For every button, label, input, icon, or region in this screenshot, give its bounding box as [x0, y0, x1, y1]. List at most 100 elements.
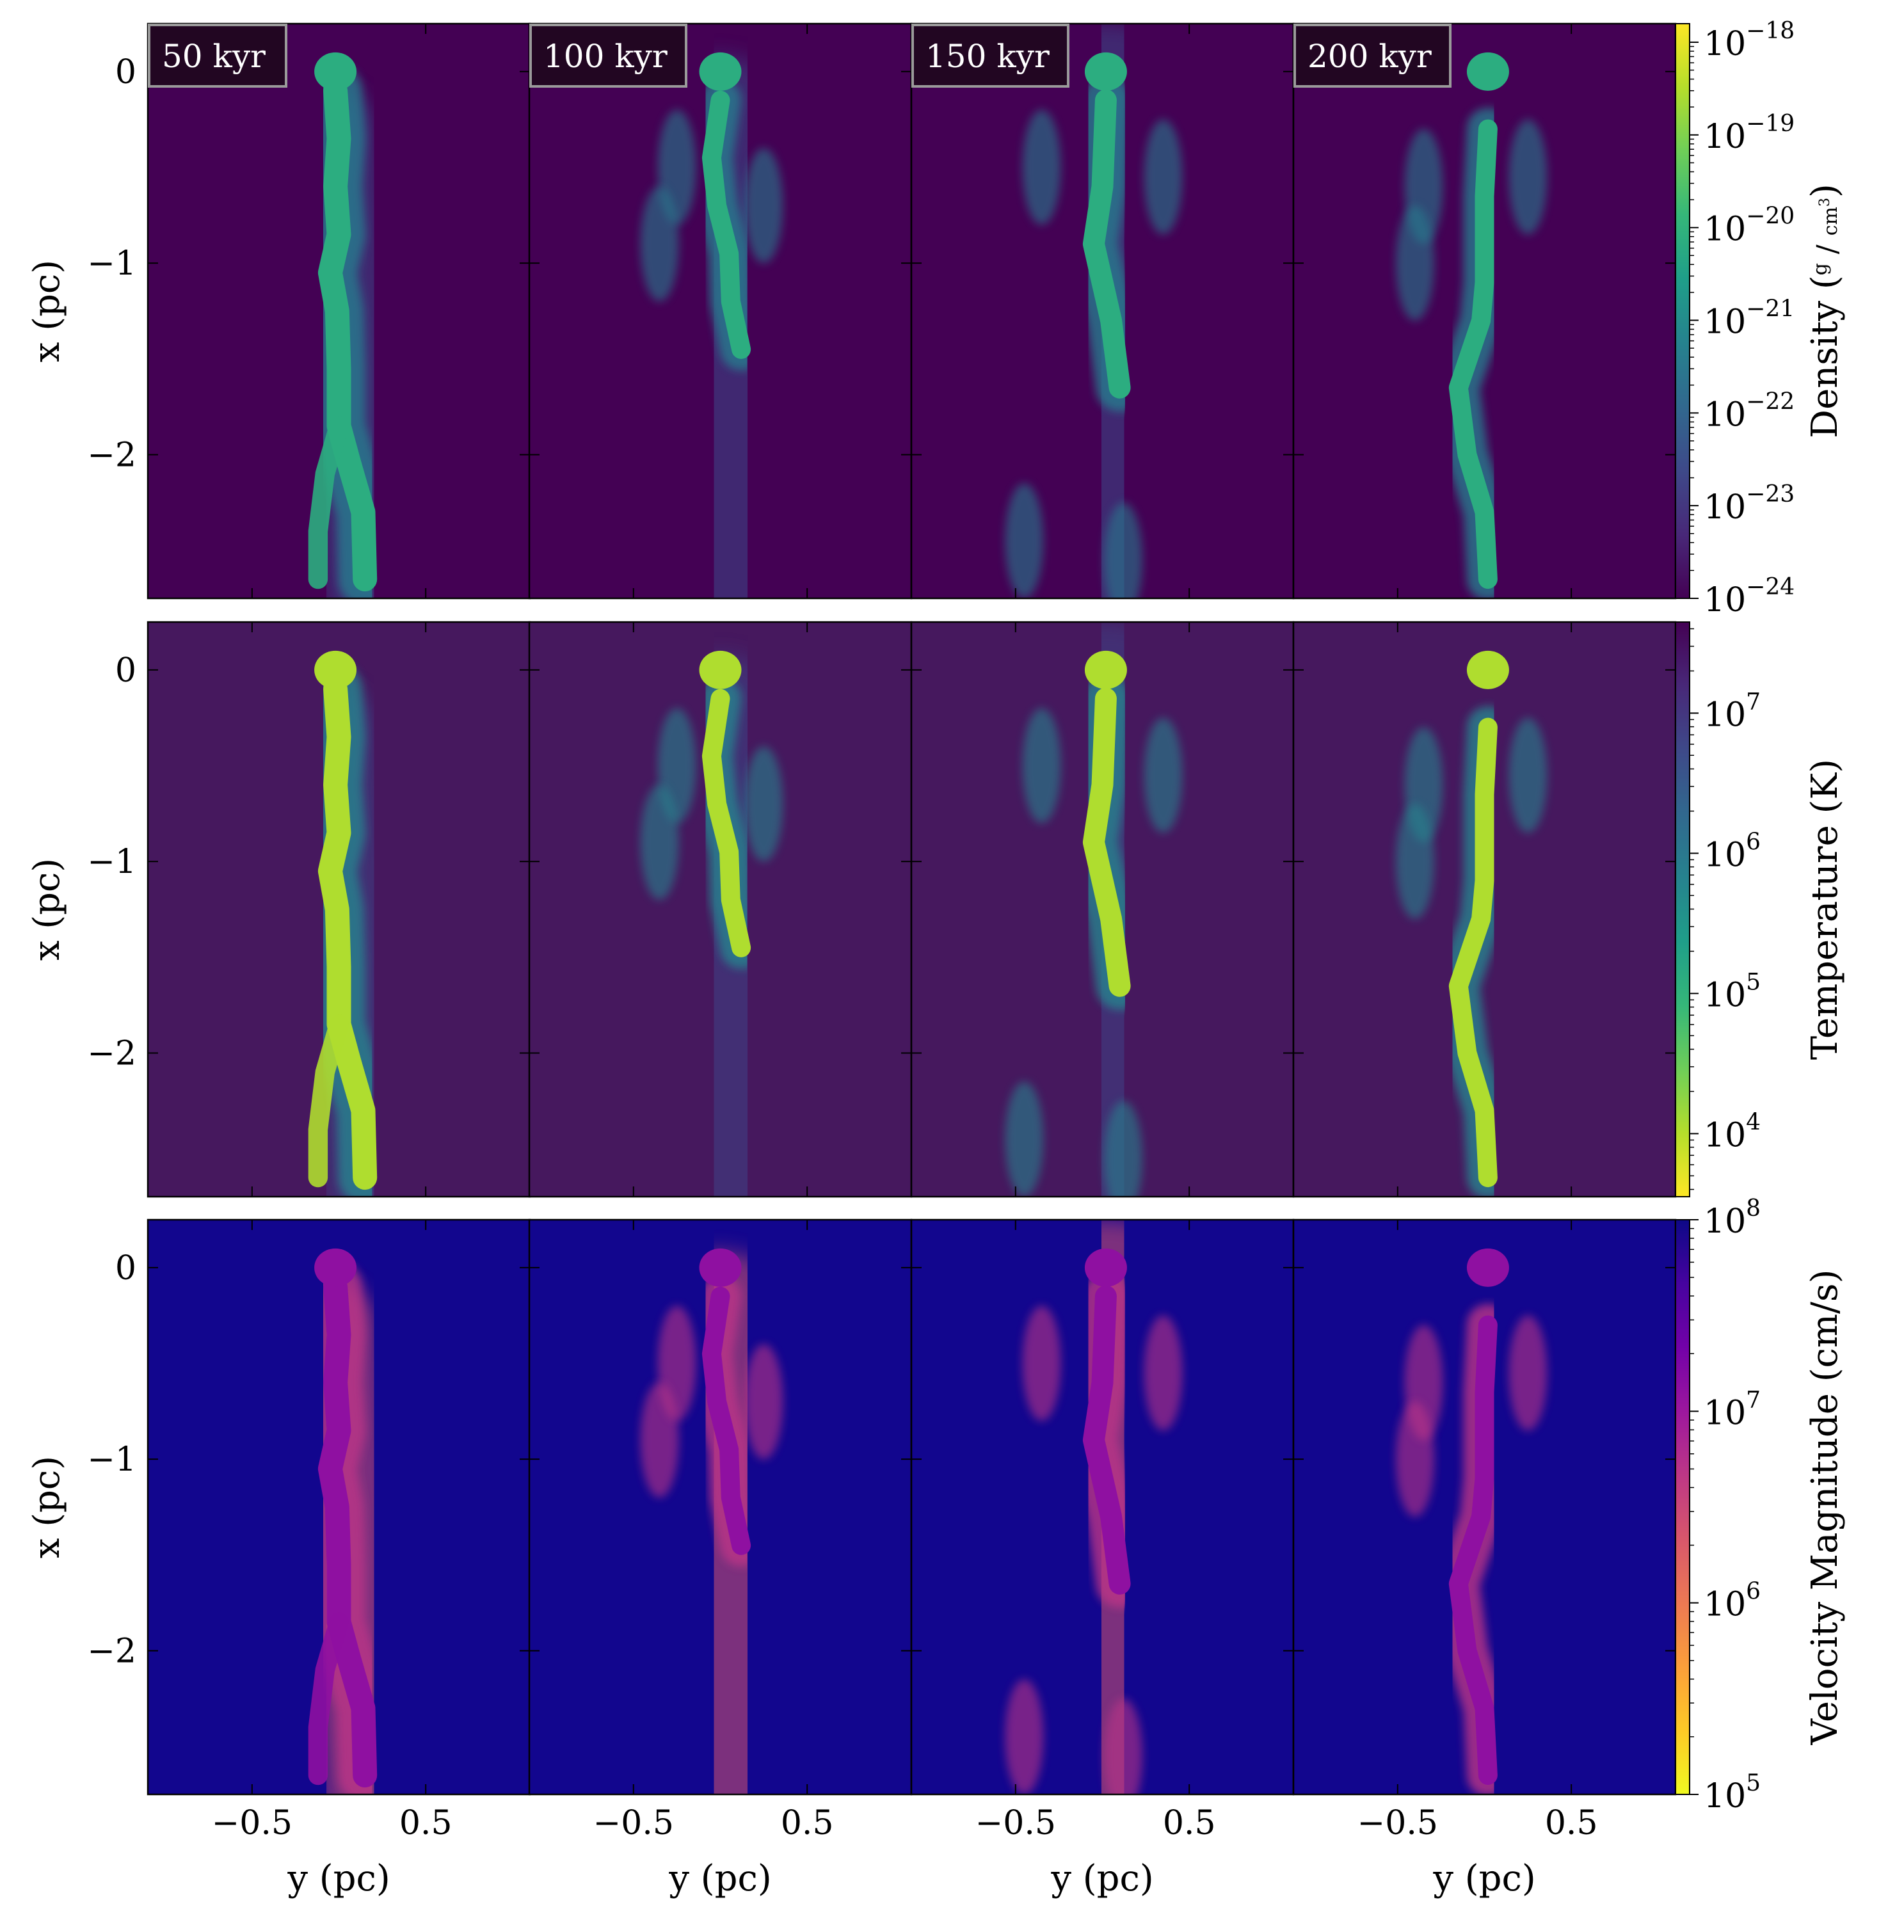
plume-wisp [640, 186, 679, 302]
plume-field [294, 650, 407, 1197]
plume-branch [308, 416, 349, 589]
y-tick-label: −1 [87, 843, 136, 881]
panel-temperature-0: 0 −1 −2 x (pc) [26, 621, 531, 1198]
plume-field [1000, 24, 1226, 598]
plume-wisp [640, 1382, 679, 1498]
colorbar-tick-label: 10−22 [1704, 388, 1795, 434]
x-tick-label: 0.5 [1545, 1804, 1598, 1842]
figure-root: 50 kyr 0 −1 −2 x (pc) 100 kyr 150 kyr 200 kyr 10… [26, 18, 1846, 1899]
colorbar-tick-label: 106 [1704, 1579, 1761, 1624]
cloud-head [314, 52, 357, 91]
plume-wisp [1104, 502, 1143, 598]
plume-wisp [1005, 1082, 1044, 1197]
plume-core [701, 90, 751, 359]
colorbar-temperature: 107 106 105 104 Temperature (K) [1675, 621, 1846, 1197]
cloud-head [1084, 650, 1127, 689]
colorbar-tick-label: 108 [1704, 1195, 1761, 1241]
plume-field [294, 52, 407, 598]
plume-branch [308, 1612, 349, 1785]
colorbar-velocity_magnitude: 108 107 106 105 Velocity Magnitude (cm/s) [1675, 1195, 1846, 1816]
panel-temperature-2 [910, 621, 1295, 1198]
y-tick-label: −2 [87, 436, 136, 475]
panel-title-1: 100 kyr [543, 38, 668, 75]
y-tick-label: −2 [87, 1035, 136, 1073]
plume-wisp [744, 1344, 783, 1460]
plume-field [640, 52, 815, 598]
cloud-head [1466, 52, 1509, 91]
y-tick-label: 0 [115, 1249, 136, 1288]
colorbar-tick-label: 10−24 [1704, 574, 1795, 619]
x-axis-label: y (pc) [668, 1858, 771, 1899]
panel-density-0: 50 kyr 0 −1 −2 x (pc) [26, 22, 531, 600]
plume-core [1082, 89, 1131, 399]
plume-core [701, 1286, 751, 1555]
plume-wisp [1104, 1101, 1143, 1197]
plume-field [640, 650, 815, 1197]
colorbar-tick-label: 107 [1704, 1387, 1761, 1432]
panel-velocity_magnitude-3: −0.5 0.5 y (pc) [1292, 1218, 1677, 1899]
plume-core [1082, 687, 1131, 997]
cloud-head [699, 650, 742, 689]
colorbar-tick-label: 10−20 [1704, 204, 1795, 249]
colorbar-tick-label: 106 [1704, 829, 1761, 874]
colorbar-gradient [1675, 23, 1690, 599]
panel-velocity_magnitude-0: 0 −1 −2 x (pc) −0.5 0.5y (pc) [26, 1218, 531, 1899]
y-tick-label: 0 [115, 651, 136, 690]
x-axis-label: y (pc) [1050, 1858, 1153, 1899]
plume-wisp [1508, 717, 1548, 833]
plume-core [1448, 717, 1498, 1188]
plume-wisp [1022, 708, 1061, 824]
y-axis-label: x (pc) [26, 1456, 68, 1558]
plume-wisp [1395, 1401, 1434, 1517]
plume-wisp [1144, 1315, 1183, 1431]
time-label-box [529, 24, 687, 88]
panel-title-0: 50 kyr [162, 38, 266, 75]
plume-wisp [1395, 205, 1434, 321]
colorbar-tick-label: 107 [1704, 689, 1761, 734]
x-tick-label: 0.5 [1163, 1804, 1216, 1842]
y-axis-label: x (pc) [26, 260, 68, 362]
cloud-head [699, 52, 742, 91]
panel-density-3: 200 kyr [1292, 22, 1677, 600]
panel-title-2: 150 kyr [925, 38, 1050, 75]
x-axis-label: y (pc) [287, 1858, 390, 1899]
plume-wisp [1395, 804, 1434, 920]
plume-field [1366, 1220, 1610, 1794]
plume-branch [308, 1014, 349, 1188]
x-tick-label: 0.5 [781, 1804, 834, 1842]
plume-field [1000, 1220, 1226, 1794]
colorbar-gradient [1675, 621, 1690, 1197]
x-tick-label: −0.5 [1357, 1804, 1438, 1842]
colorbar-tick-label: 105 [1704, 969, 1761, 1014]
panel-density-2: 150 kyr [910, 22, 1295, 600]
plume-wisp [1022, 109, 1061, 225]
plume-wisp [1508, 1315, 1548, 1431]
panel-title-3: 200 kyr [1308, 38, 1432, 75]
plume-core [1082, 1285, 1131, 1595]
colorbar-density: 10−18 10−19 10−20 10−21 10−22 10−23 10−24 Densi… [1675, 18, 1846, 619]
colorbar-label: Density (g / cm3) [1804, 184, 1846, 438]
plume-core [1448, 119, 1498, 589]
plume-core [317, 676, 378, 1190]
x-tick-label: −0.5 [975, 1804, 1056, 1842]
colorbar-tick-label: 104 [1704, 1109, 1761, 1154]
panel-temperature-1 [528, 621, 913, 1198]
cloud-head [1466, 1248, 1509, 1287]
time-label-box [1293, 24, 1452, 88]
y-axis-label: x (pc) [26, 858, 68, 961]
colorbar-tick-label: 10−21 [1704, 296, 1795, 341]
colorbar-tick-label: 10−18 [1704, 18, 1795, 63]
cloud-head [1084, 1248, 1127, 1287]
plume-core [317, 1274, 378, 1788]
plume-wisp [1022, 1305, 1061, 1421]
x-tick-label: −0.5 [212, 1804, 292, 1842]
plume-field [1000, 622, 1226, 1197]
plume-field [640, 1248, 815, 1794]
colorbar-tick-label: 105 [1704, 1770, 1761, 1816]
panel-temperature-3 [1292, 621, 1677, 1198]
plume-wisp [1005, 483, 1044, 598]
colorbar-label: Velocity Magnitude (cm/s) [1804, 1270, 1846, 1746]
x-tick-label: −0.5 [593, 1804, 674, 1842]
cloud-head [1084, 52, 1127, 91]
